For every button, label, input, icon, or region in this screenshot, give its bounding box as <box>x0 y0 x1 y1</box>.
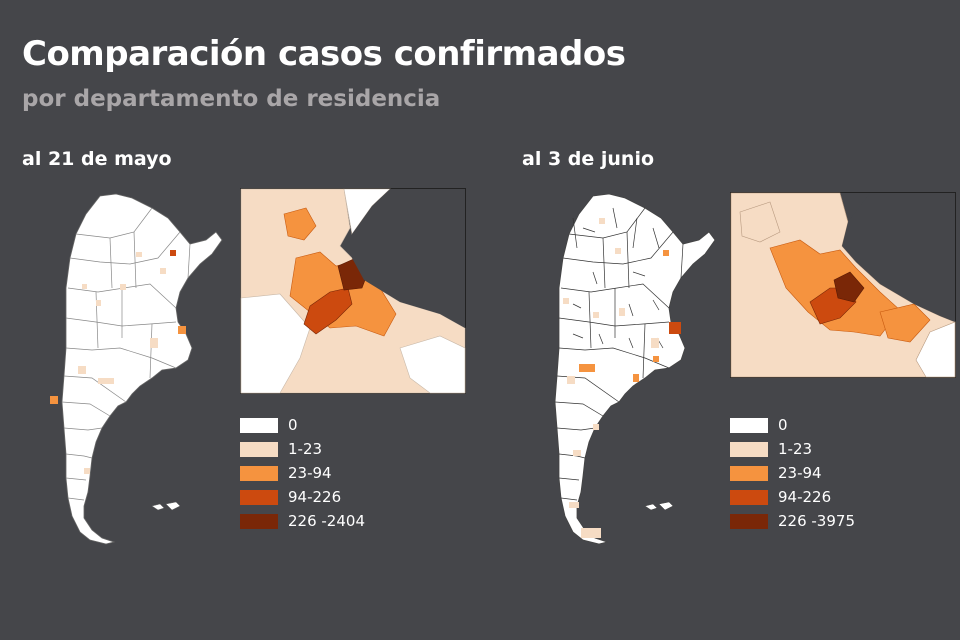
legend-may: 0 1-23 23-94 94-226 226 -2404 <box>240 413 365 533</box>
legend-label: 23-94 <box>288 464 332 482</box>
legend-swatch <box>730 417 768 433</box>
department-fills-june <box>563 218 681 538</box>
legend-swatch <box>730 513 768 529</box>
legend-item: 226 -3975 <box>730 509 855 533</box>
malvinas-islands <box>644 501 674 511</box>
chart-subtitle: por departamento de residencia <box>22 86 441 112</box>
legend-item: 0 <box>730 413 855 437</box>
legend-item: 1-23 <box>240 437 365 461</box>
legend-label: 226 -2404 <box>288 512 365 530</box>
chart-title: Comparación casos confirmados <box>22 34 626 74</box>
legend-label: 1-23 <box>288 440 323 458</box>
panel-label-june: al 3 de junio <box>522 148 655 170</box>
legend-item: 0 <box>240 413 365 437</box>
legend-swatch <box>730 465 768 481</box>
legend-label: 94-226 <box>288 488 342 506</box>
inset-map-june <box>730 192 956 378</box>
legend-swatch <box>240 489 278 505</box>
legend-item: 1-23 <box>730 437 855 461</box>
legend-label: 1-23 <box>778 440 813 458</box>
inset-map-may <box>240 188 466 394</box>
legend-june: 0 1-23 23-94 94-226 226 -3975 <box>730 413 855 533</box>
argentina-outline <box>554 193 716 545</box>
legend-swatch <box>240 441 278 457</box>
legend-item: 94-226 <box>240 485 365 509</box>
legend-item: 23-94 <box>240 461 365 485</box>
legend-swatch <box>730 441 768 457</box>
legend-swatch <box>730 489 768 505</box>
legend-label: 0 <box>288 416 298 434</box>
legend-label: 226 -3975 <box>778 512 855 530</box>
legend-label: 0 <box>778 416 788 434</box>
legend-swatch <box>240 513 278 529</box>
argentina-outline <box>61 193 223 545</box>
legend-swatch <box>240 465 278 481</box>
argentina-map-may <box>50 193 223 545</box>
legend-item: 94-226 <box>730 485 855 509</box>
argentina-map-june <box>554 193 716 545</box>
department-fills-may <box>50 250 186 474</box>
legend-item: 226 -2404 <box>240 509 365 533</box>
legend-item: 23-94 <box>730 461 855 485</box>
department-borders <box>554 207 684 501</box>
panel-label-may: al 21 de mayo <box>22 148 172 170</box>
legend-swatch <box>240 417 278 433</box>
malvinas-islands <box>151 501 181 511</box>
legend-label: 94-226 <box>778 488 832 506</box>
legend-label: 23-94 <box>778 464 822 482</box>
